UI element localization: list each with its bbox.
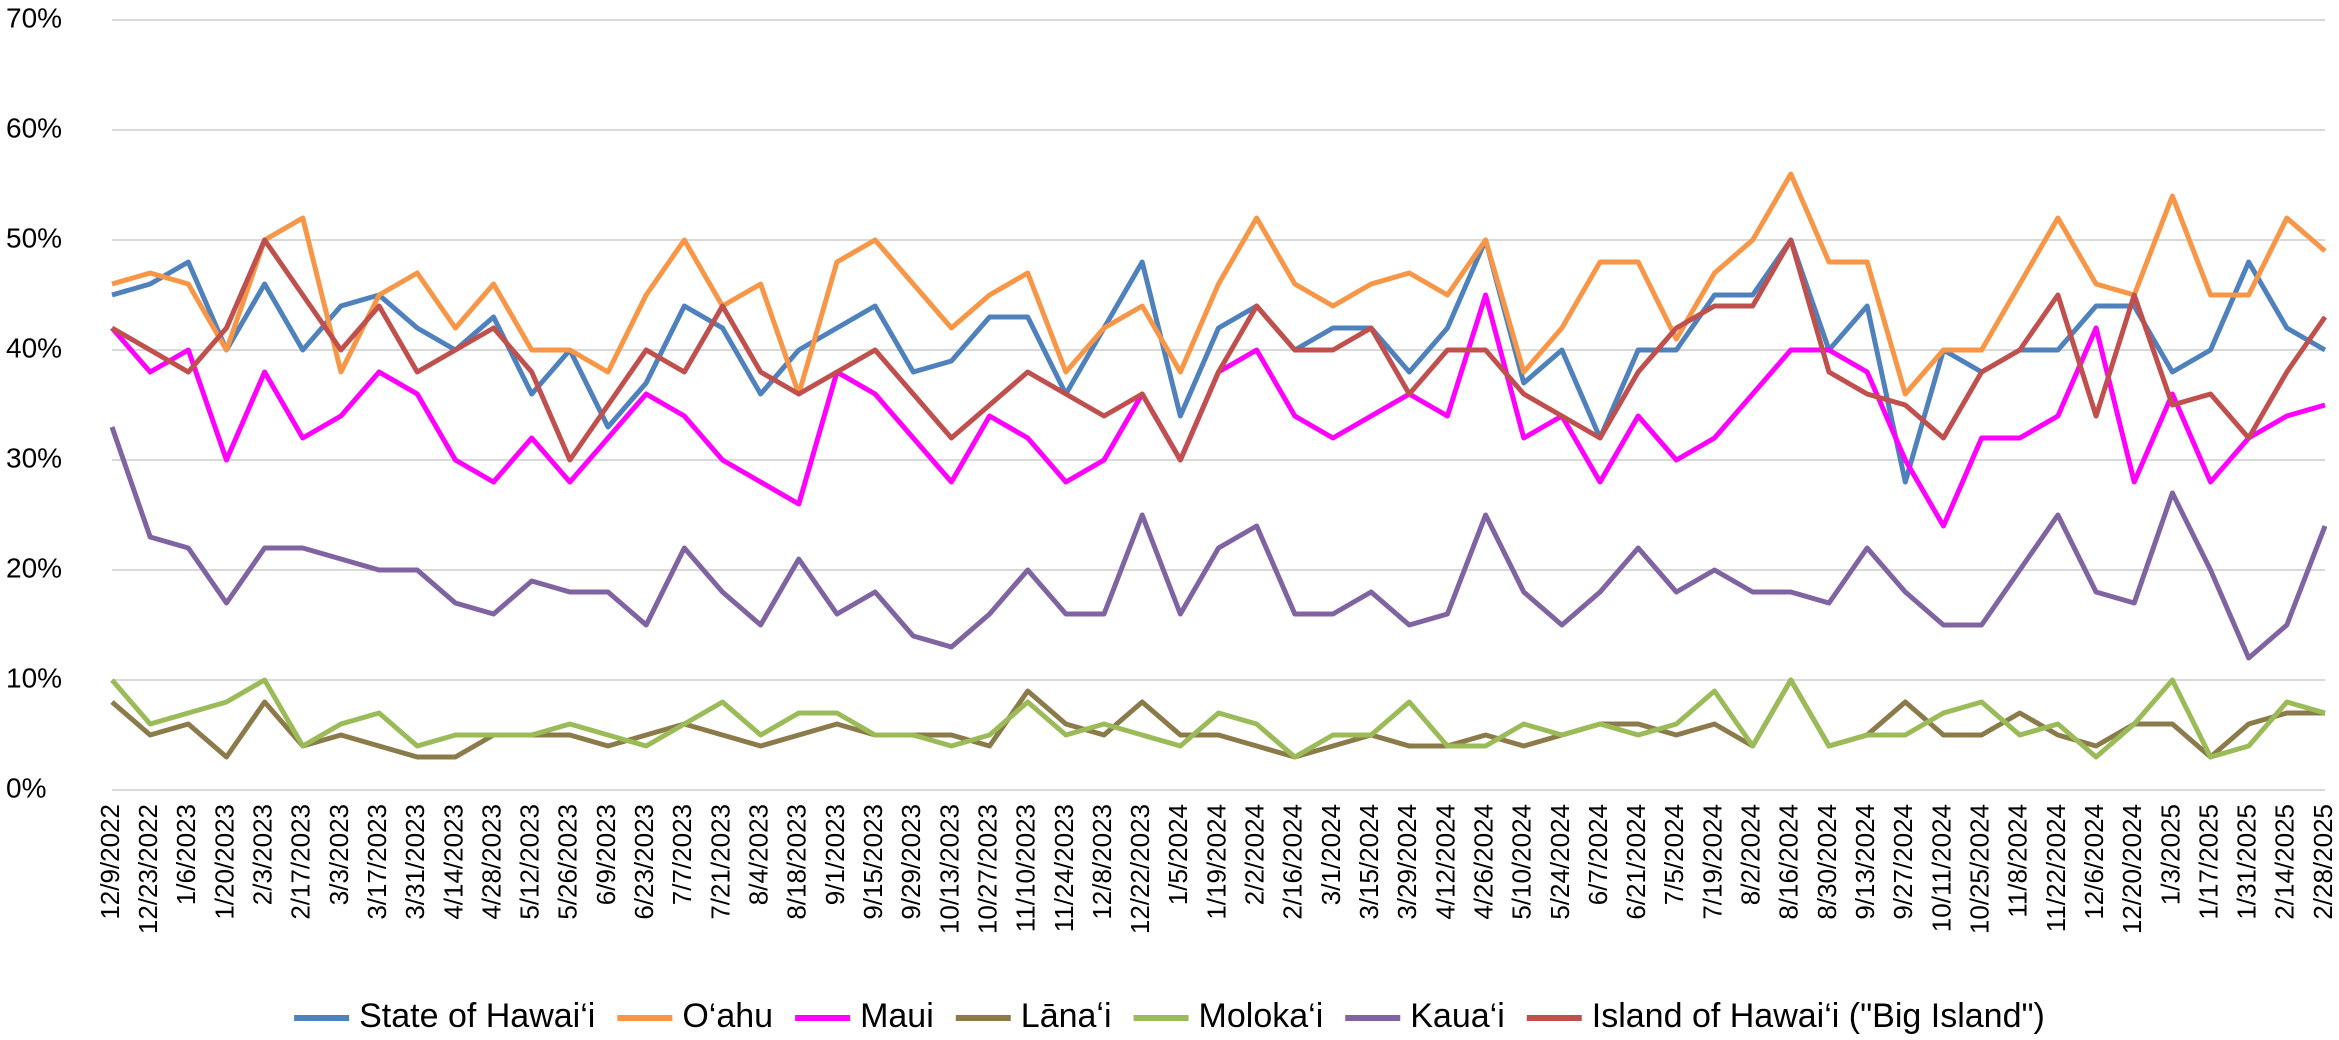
x-tick-label: 8/30/2024	[1812, 804, 1842, 920]
x-tick-label: 1/17/2025	[2193, 804, 2223, 920]
x-tick-label: 3/3/2023	[324, 804, 354, 905]
x-tick-label: 1/6/2023	[171, 804, 201, 905]
x-tick-label: 3/1/2024	[1316, 804, 1346, 905]
x-tick-label: 12/23/2022	[133, 804, 163, 934]
x-tick-label: 5/24/2024	[1545, 804, 1575, 920]
x-tick-label: 1/3/2025	[2155, 804, 2185, 905]
x-tick-label: 6/9/2023	[591, 804, 621, 905]
x-tick-label: 7/21/2023	[705, 804, 735, 920]
x-tick-label: 2/28/2025	[2308, 804, 2338, 920]
x-tick-label: 5/12/2023	[515, 804, 545, 920]
x-tick-label: 8/4/2023	[744, 804, 774, 905]
series-line	[111, 171, 2327, 397]
x-tick-label: 8/18/2023	[782, 804, 812, 920]
x-tick-label: 11/8/2024	[2003, 804, 2033, 918]
y-tick-label: 70%	[6, 2, 62, 33]
x-tick-label: 2/16/2024	[1278, 804, 1308, 920]
x-tick-label: 10/25/2024	[1964, 804, 1994, 934]
x-tick-label: 6/23/2023	[629, 804, 659, 920]
series-line	[110, 677, 2325, 760]
x-tick-label: 11/24/2023	[1049, 804, 1079, 932]
x-tick-label: 10/11/2024	[1926, 804, 1956, 932]
x-tick-label: 2/17/2023	[286, 804, 316, 920]
series-line	[109, 426, 2328, 661]
y-tick-label: 50%	[6, 222, 62, 253]
legend-label: Kaua‘i	[1410, 997, 1505, 1035]
x-tick-label: 7/5/2024	[1659, 804, 1689, 905]
x-tick-label: 9/1/2023	[820, 804, 850, 905]
legend-label: State of Hawai‘i	[359, 997, 595, 1035]
y-tick-label: 0%	[6, 772, 46, 803]
x-tick-label: 6/7/2024	[1583, 804, 1613, 905]
x-tick-label: 7/7/2023	[667, 804, 697, 905]
x-tick-label: 2/3/2023	[247, 804, 277, 905]
x-tick-label: 8/2/2024	[1736, 804, 1766, 905]
x-tick-label: 9/27/2024	[1888, 804, 1918, 920]
x-tick-label: 4/28/2023	[476, 804, 506, 920]
x-tick-label: 8/16/2024	[1774, 804, 1804, 920]
x-tick-label: 3/17/2023	[362, 804, 392, 920]
x-tick-label: 12/8/2023	[1087, 804, 1117, 920]
x-tick-label: 7/19/2024	[1697, 804, 1727, 920]
x-tick-label: 1/5/2024	[1163, 804, 1193, 905]
x-tick-label: 4/26/2024	[1468, 804, 1498, 920]
x-tick-label: 9/13/2024	[1850, 804, 1880, 920]
legend-label: Maui	[860, 997, 934, 1035]
x-tick-label: 3/31/2023	[400, 804, 430, 920]
x-tick-label: 1/31/2025	[2232, 804, 2262, 920]
x-tick-label: 6/21/2024	[1621, 804, 1651, 920]
x-tick-label: 3/29/2024	[1392, 804, 1422, 920]
legend-label: O‘ahu	[682, 997, 773, 1035]
series-line	[111, 237, 2327, 485]
y-tick-label: 10%	[6, 662, 62, 693]
x-tick-label: 12/9/2022	[95, 804, 125, 920]
x-tick-label: 11/22/2024	[2041, 804, 2071, 932]
x-tick-label: 12/20/2024	[2117, 804, 2147, 934]
x-tick-label: 3/15/2024	[1354, 804, 1384, 920]
x-tick-label: 12/6/2024	[2079, 804, 2109, 920]
series-line	[110, 237, 2328, 463]
x-tick-label: 9/29/2023	[896, 804, 926, 920]
x-tick-label: 5/10/2024	[1507, 804, 1537, 920]
y-tick-label: 60%	[6, 112, 62, 143]
x-tick-label: 2/14/2025	[2270, 804, 2300, 920]
x-tick-label: 9/15/2023	[858, 804, 888, 920]
x-tick-label: 12/22/2023	[1125, 804, 1155, 934]
y-tick-label: 20%	[6, 552, 62, 583]
x-tick-label: 2/2/2024	[1240, 804, 1270, 905]
x-tick-label: 11/10/2023	[1011, 804, 1041, 932]
x-tick-label: 10/27/2023	[972, 804, 1002, 934]
y-tick-label: 40%	[6, 332, 62, 363]
series-line	[110, 677, 2326, 760]
x-tick-label: 10/13/2023	[934, 804, 964, 934]
legend-label: Island of Hawai‘i ("Big Island")	[1592, 997, 2045, 1035]
y-tick-label: 30%	[6, 442, 62, 473]
x-tick-label: 1/19/2024	[1201, 804, 1231, 920]
legend-label: Moloka‘i	[1199, 997, 1324, 1035]
x-tick-label: 5/26/2023	[553, 804, 583, 920]
x-tick-label: 4/12/2024	[1430, 804, 1460, 920]
x-tick-label: 4/14/2023	[438, 804, 468, 920]
legend-label: Lānaʻi	[1021, 997, 1112, 1035]
x-tick-label: 1/20/2023	[209, 804, 239, 920]
